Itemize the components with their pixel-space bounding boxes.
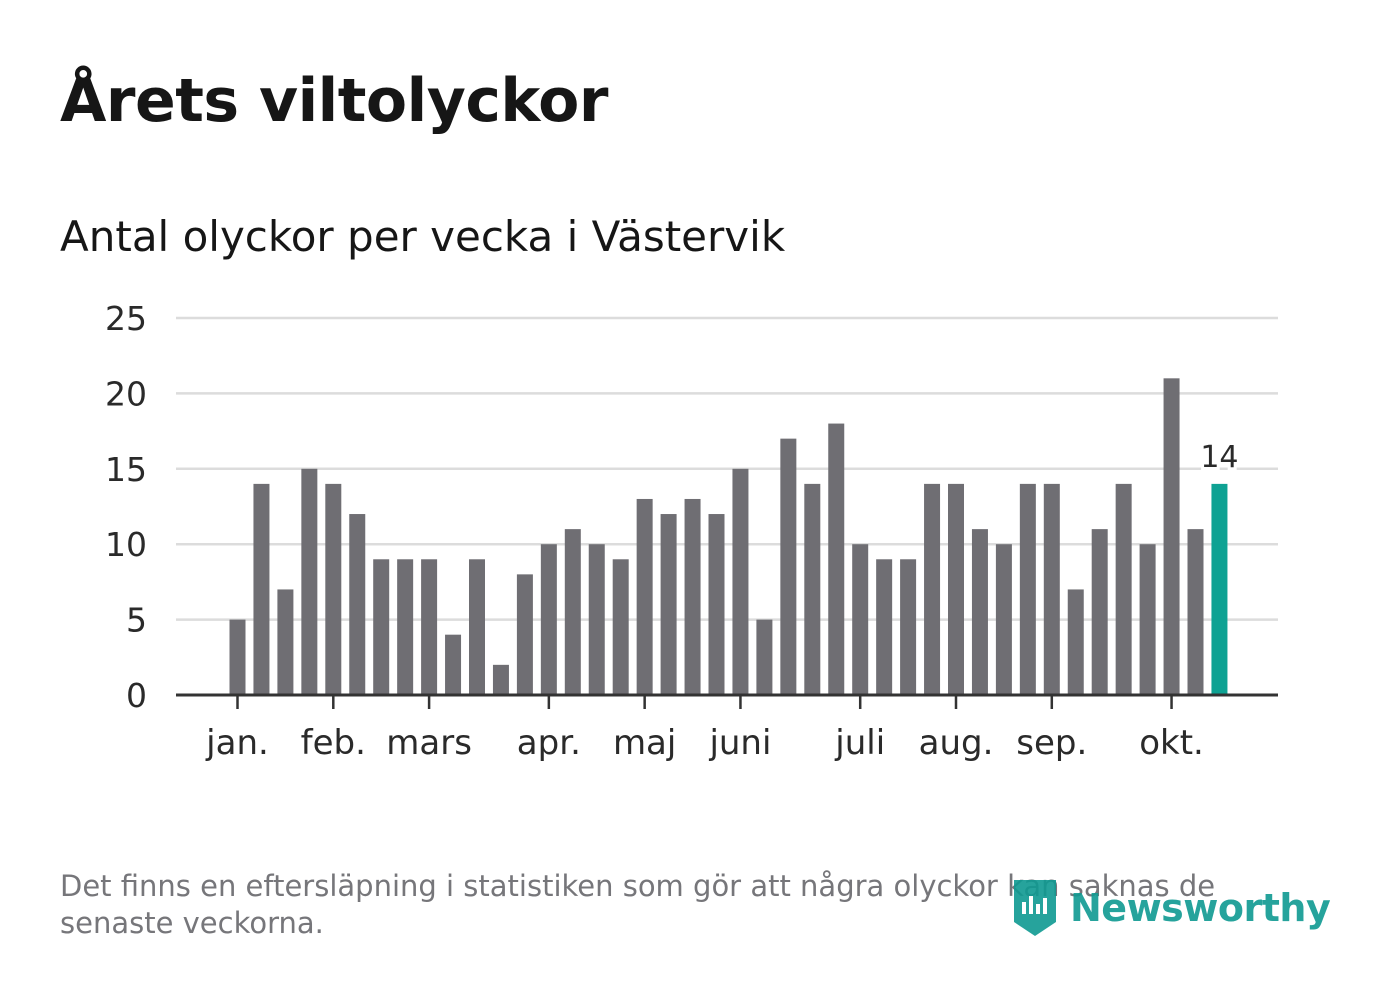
bars	[229, 378, 1228, 695]
bar	[564, 529, 581, 695]
x-axis: jan. feb. mars apr. maj juni juli aug. sep. okt.	[176, 693, 1278, 763]
x-tick-label: feb.	[301, 723, 366, 763]
x-tick-label: sep.	[1016, 723, 1087, 763]
bar	[1187, 529, 1204, 695]
bar	[229, 619, 246, 695]
bar	[1163, 378, 1180, 695]
bar	[732, 468, 749, 695]
x-tick-label: okt.	[1139, 723, 1204, 763]
bar	[277, 589, 294, 695]
bar	[780, 438, 797, 695]
brand-name: Newsworthy	[1070, 886, 1331, 930]
bar	[445, 634, 462, 695]
bar	[325, 483, 342, 695]
bar	[660, 514, 677, 695]
y-tick-label: 0	[126, 676, 147, 715]
bar	[397, 559, 414, 695]
bar	[852, 544, 869, 695]
bar	[421, 559, 438, 695]
y-tick-label: 10	[105, 525, 147, 564]
bar	[1115, 483, 1132, 695]
bar	[971, 529, 988, 695]
brand: Newsworthy	[1010, 876, 1331, 940]
bar	[948, 483, 964, 695]
x-tick-label: mars	[386, 723, 472, 763]
x-tick-label: apr.	[517, 723, 581, 763]
highlight-value-label: 14	[1200, 440, 1238, 475]
bar	[301, 468, 318, 695]
bar-highlight	[1211, 483, 1228, 695]
y-tick-label: 5	[126, 601, 147, 640]
bar	[469, 559, 485, 695]
x-tick-label: jan.	[205, 723, 269, 763]
chart-title: Årets viltolyckor	[60, 66, 609, 136]
bar	[1139, 544, 1156, 695]
chart-subtitle: Antal olyckor per vecka i Västervik	[60, 212, 786, 261]
bar	[756, 619, 773, 695]
x-tick-label: juni	[708, 723, 771, 763]
bar	[612, 559, 629, 695]
bar	[1067, 589, 1084, 695]
bar	[349, 514, 366, 695]
bar	[1091, 529, 1108, 695]
y-tick-label: 20	[105, 374, 147, 413]
y-tick-label: 15	[105, 450, 147, 489]
bar	[588, 544, 605, 695]
x-tick-label: juli	[834, 723, 885, 763]
bar	[995, 544, 1012, 695]
bar	[1019, 483, 1036, 695]
bar	[900, 559, 917, 695]
x-tick-label: maj	[613, 723, 676, 763]
bar	[828, 423, 845, 695]
bar	[253, 483, 270, 695]
bar	[804, 483, 821, 695]
bar-chart: 0 5 10 15 20 25 jan. feb. mars apr. maj juni juli au…	[105, 299, 1278, 763]
newsworthy-logo-icon	[1014, 880, 1056, 936]
bar	[373, 559, 390, 695]
data-labels: 14	[1197, 437, 1241, 478]
bar	[708, 514, 725, 695]
bar	[516, 574, 533, 695]
bar	[684, 498, 701, 695]
bar	[876, 559, 893, 695]
bar	[924, 483, 941, 695]
bar	[540, 544, 557, 695]
bar	[636, 498, 653, 695]
y-tick-label: 25	[105, 299, 147, 338]
bar	[1043, 483, 1060, 695]
x-tick-label: aug.	[919, 723, 994, 763]
bar	[492, 664, 509, 695]
